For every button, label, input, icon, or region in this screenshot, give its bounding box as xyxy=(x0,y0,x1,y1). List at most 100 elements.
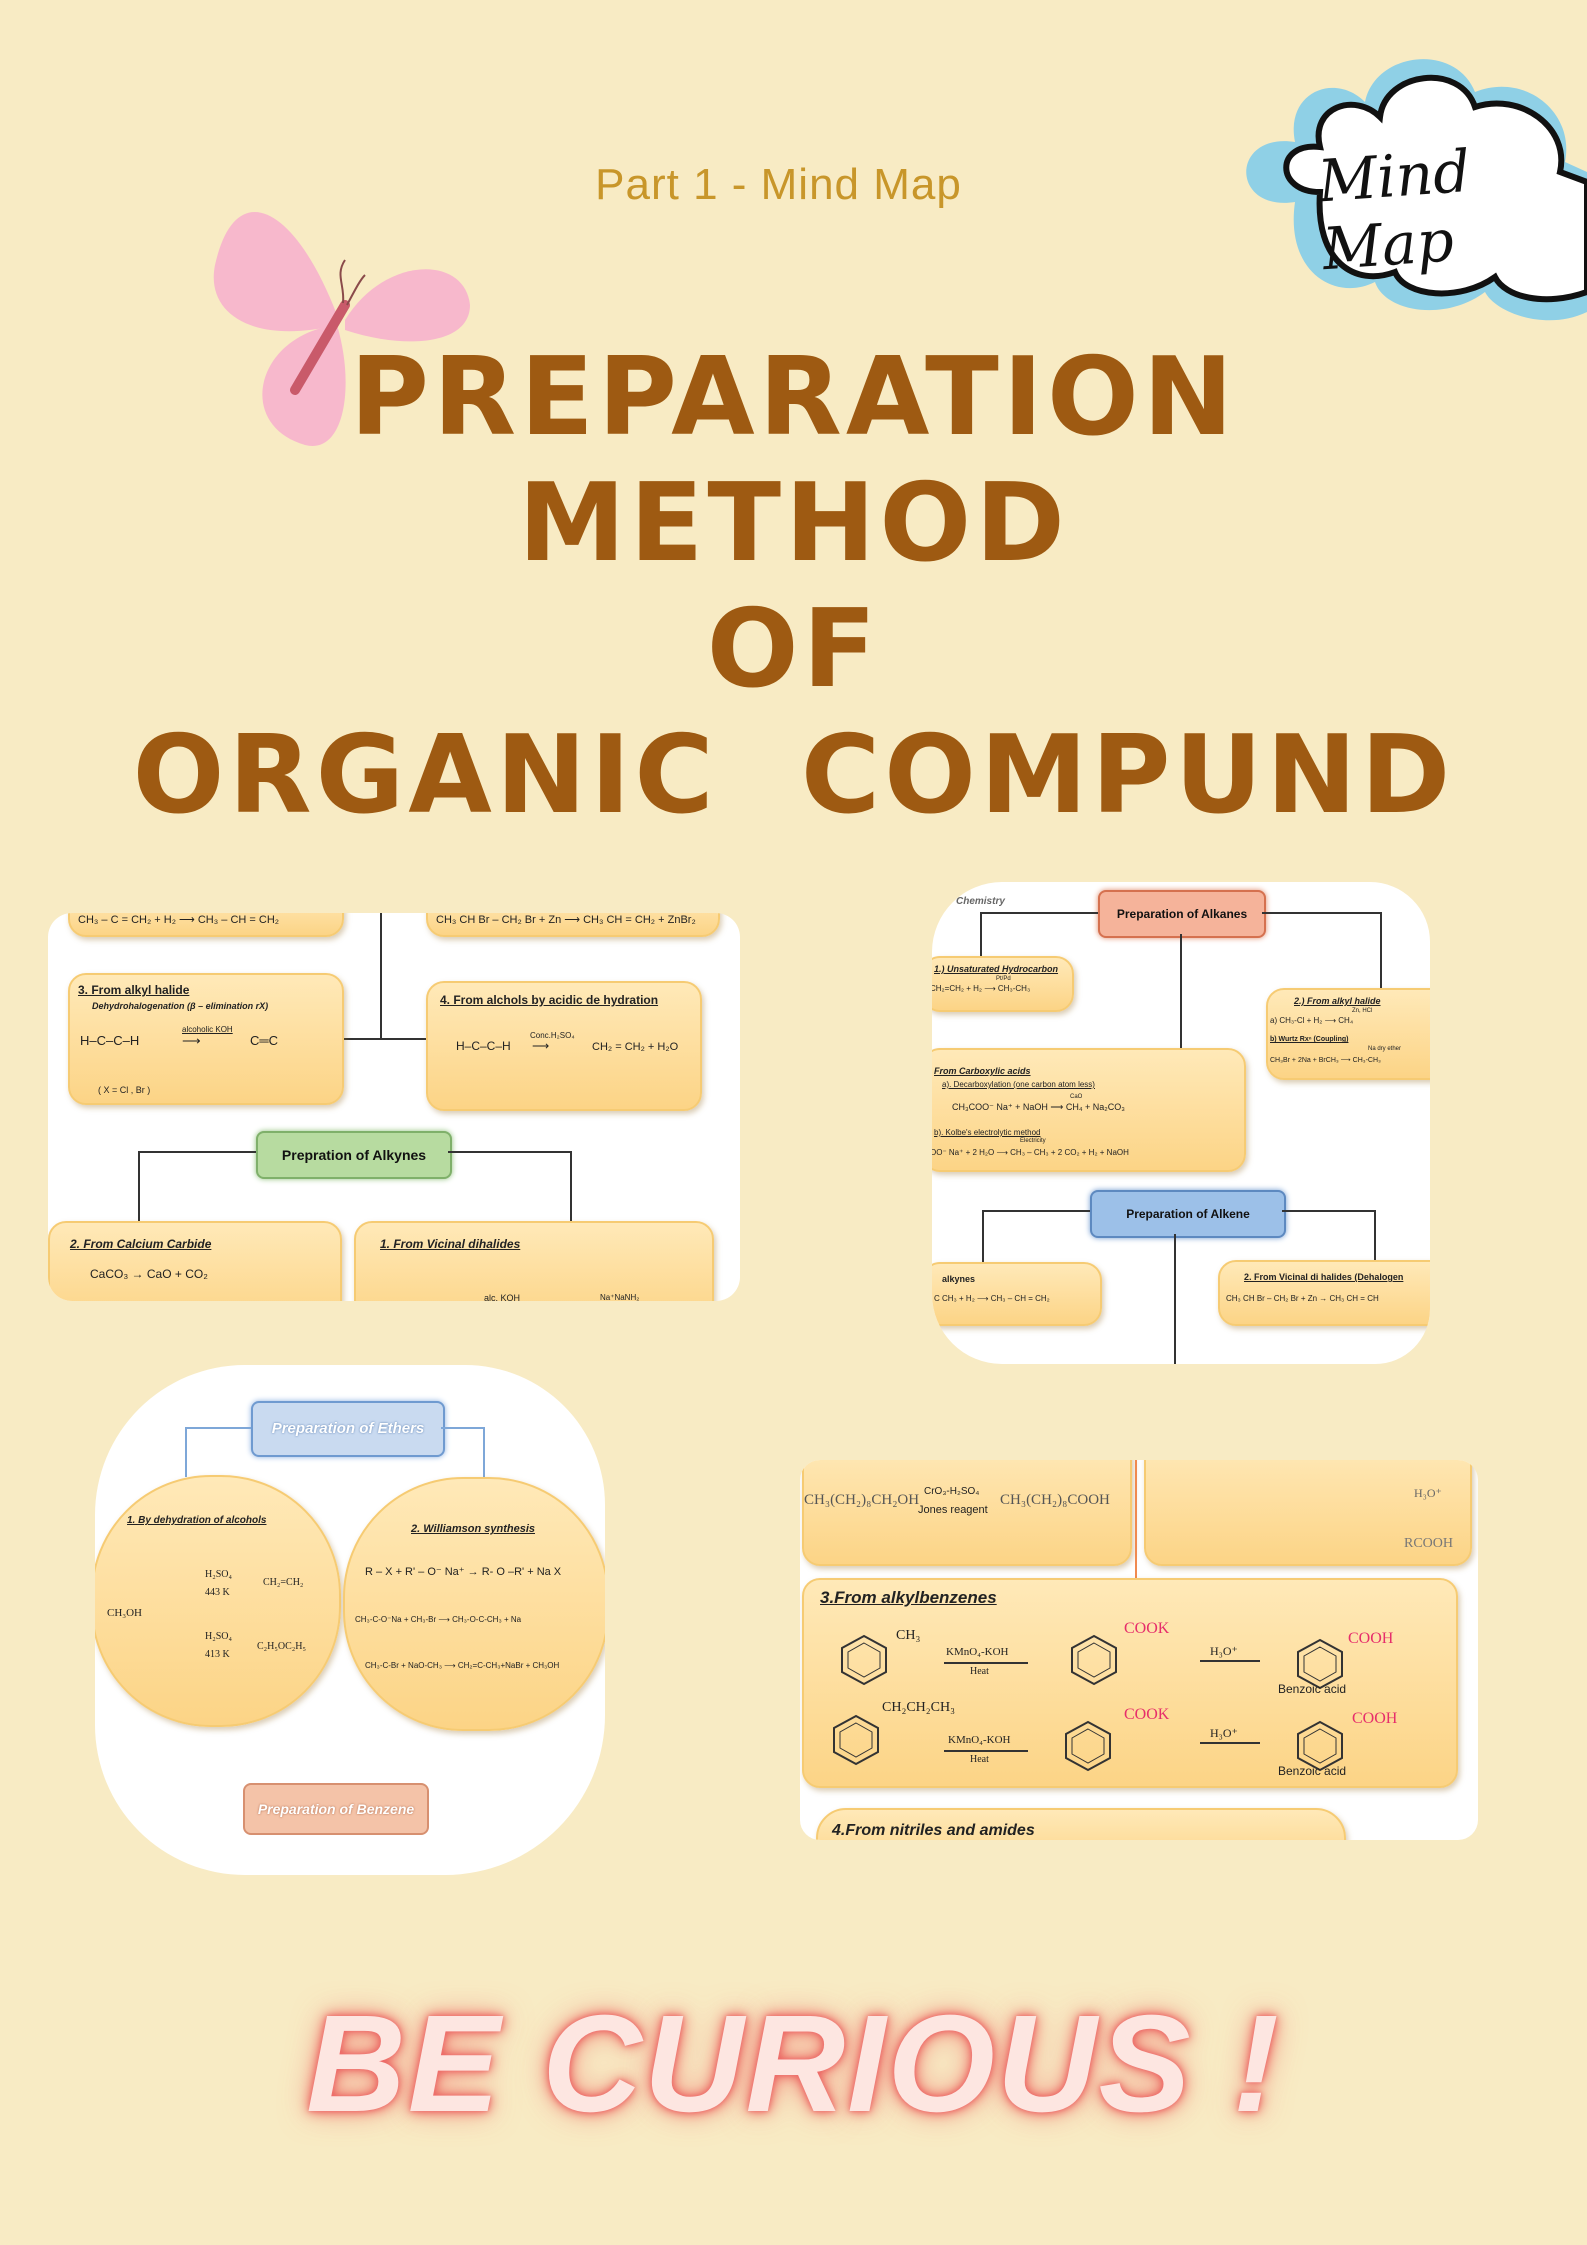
alkene-b4-title: alkynes xyxy=(942,1274,976,1284)
alkynes-box4-title: 4. From alchols by acidic de hydration xyxy=(440,993,659,1007)
ethers-b1-temp1: 443 K xyxy=(205,1587,230,1598)
ethers-box-1: 1. By dehydration of alcohols H₂SO₄ 443 … xyxy=(95,1475,341,1727)
alkene-box-2: 2. From Vicinal di halides (Dehalogen CH… xyxy=(1218,1260,1430,1326)
title-line-3: OF xyxy=(706,587,881,712)
acids-row1-name: Benzoic acid xyxy=(1278,1682,1347,1696)
acids-row2-reagent: KMnO₄-KOH xyxy=(948,1734,1011,1746)
alkanes-b2-title: 2.) From alkyl halide xyxy=(1294,996,1381,1006)
ethers-b1-temp2: 413 K xyxy=(205,1649,230,1660)
alkynes-top-left-eq: CH₃ – C = CH₂ + H₂ ⟶ CH₃ – CH = CH₂ xyxy=(78,914,280,926)
alkynes-top-right-eq: CH₃ CH Br – CH₂ Br + Zn ⟶ CH₃ CH = CH₂ +… xyxy=(436,914,696,926)
acids-box-3: 3.From alkylbenzenes CH₃ KMnO₄-KOH Heat … xyxy=(802,1578,1458,1788)
acids-box-4: 4.From nitriles and amides xyxy=(816,1808,1346,1840)
alkanes-box-3: From Carboxylic acids a). Decarboxylatio… xyxy=(932,1048,1246,1172)
acids-row1-mid: COOK xyxy=(1124,1620,1170,1637)
alkynes-box2-title: 2. From Calcium Carbide xyxy=(70,1237,212,1251)
ethers-b2-eq2: CH₃-C-O⁻Na + CH₃-Br ⟶ CH₃-O-C-CH₃ + Na xyxy=(355,1615,522,1624)
alkanes-box-2: 2.) From alkyl halide Zn, HCl a) CH₃-Cl … xyxy=(1266,988,1430,1080)
alkanes-corner: Chemistry xyxy=(956,896,1005,907)
ethers-b1-reactant: CH₃OH xyxy=(107,1607,143,1619)
alkanes-b3-eq2: OO⁻ Na⁺ + 2 H₂O ⟶ CH₃ – CH₃ + 2 CO₂ + H₂… xyxy=(932,1148,1129,1157)
propylbenzene-ring-icon xyxy=(833,1714,879,1766)
alkanes-b3-eq1: CH₃COO⁻ Na⁺ + NaOH ⟶ CH₄ + Na₂CO₃ xyxy=(952,1102,1125,1112)
alkynes-box2-eq: CaCO₃ → CaO + CO₂ xyxy=(90,1267,208,1281)
acids-row2-prod: COOH xyxy=(1352,1710,1398,1727)
ethers-card: Preparation of Ethers 1. By dehydration … xyxy=(95,1365,605,1875)
alkynes-box1-title: 1. From Vicinal dihalides xyxy=(380,1237,521,1251)
ethers-b1-prod1: CH₂=CH₂ xyxy=(263,1577,304,1588)
alkanes-b1-eq: CH₂=CH₂ + H₂ ⟶ CH₃-CH₃ xyxy=(932,984,1031,993)
ethers-heading: Preparation of Ethers xyxy=(251,1401,445,1457)
title-line-4: ORGANIC COMPUND xyxy=(132,713,1455,838)
alkanes-b3-cat1: CaO xyxy=(1070,1094,1083,1100)
potassium-benzoate-ring-icon-2 xyxy=(1065,1720,1111,1772)
title-line-1: PREPARATION xyxy=(349,335,1238,460)
acids-row1-prod: COOH xyxy=(1348,1630,1394,1647)
acids-row2-cond: H₃O⁺ xyxy=(1210,1726,1238,1740)
acids-card: CH₃(CH₂)₈CH₂OH CrO₃-H₂SO₄ Jones reagent … xyxy=(800,1460,1478,1840)
acids-row1-sub: CH₃ xyxy=(896,1628,921,1643)
alkynes-heading: Prepration of Alkynes xyxy=(256,1131,452,1179)
title-line-2: METHOD xyxy=(518,461,1069,586)
alkanes-b2-cat: Zn, HCl xyxy=(1352,1008,1373,1014)
alkynes-box1-reagent: alc. KOH xyxy=(484,1293,521,1301)
ethers-box-2: 2. Williamson synthesis R – X + R' – O⁻ … xyxy=(343,1477,605,1731)
ethers-b1-cond1: H₂SO₄ xyxy=(205,1569,232,1580)
acids-row1-heat: Heat xyxy=(970,1666,989,1677)
acids-top-reagent2: Jones reagent xyxy=(918,1504,988,1516)
subtitle: Part 1 - Mind Map xyxy=(595,160,962,209)
alkynes-box1-reagent2: Na⁺NaNH₂ xyxy=(600,1293,640,1301)
acids-top-prod: CH₃(CH₂)₈COOH xyxy=(1000,1492,1110,1508)
benzoic-acid-ring-icon xyxy=(1297,1638,1343,1690)
potassium-benzoate-ring-icon xyxy=(1071,1634,1117,1686)
alkanes-b2-a: a) CH₃-Cl + H₂ ⟶ CH₄ xyxy=(1270,1016,1354,1025)
cloud-icon xyxy=(1246,59,1587,321)
acids-row2-sub: CH₂CH₂CH₃ xyxy=(882,1700,955,1715)
alkanes-b3-cat2: Electricity xyxy=(1020,1138,1046,1144)
acids-top-right-cond: H₃O⁺ xyxy=(1414,1486,1442,1500)
ethers-b2-eq: R – X + R' – O⁻ Na⁺ → R- O –R' + Na X xyxy=(365,1566,562,1578)
alkanes-b1-title: 1.) Unsaturated Hydrocarbon xyxy=(934,964,1059,974)
acids-box4-title: 4.From nitriles and amides xyxy=(832,1822,1035,1839)
alkynes-card: CH₃ – C = CH₂ + H₂ ⟶ CH₃ – CH = CH₂ CH₃ … xyxy=(48,913,740,1301)
acids-row2-mid: COOK xyxy=(1124,1706,1170,1723)
alkanes-b1-cat: Pt/Pd xyxy=(996,976,1011,982)
alkynes-box-1: 1. From Vicinal dihalides alc. KOH Na⁺Na… xyxy=(354,1221,714,1301)
alkene-box-1: alkynes C CH₃ + H₂ ⟶ CH₃ – CH = CH₂ xyxy=(932,1262,1102,1326)
alkynes-box4-product: CH₂ = CH₂ + H₂O xyxy=(592,1041,679,1053)
acids-top-left-box: CH₃(CH₂)₈CH₂OH CrO₃-H₂SO₄ Jones reagent … xyxy=(802,1460,1132,1566)
ethers-b1-title: 1. By dehydration of alcohols xyxy=(127,1515,267,1526)
mind-map-badge: Mind Map xyxy=(1315,136,1473,284)
alkanes-card: Chemistry Preparation of Alkanes 1.) Uns… xyxy=(932,882,1430,1364)
alkynes-box3-note: ( X = Cl , Br ) xyxy=(98,1085,151,1095)
acids-row1-reagent: KMnO₄-KOH xyxy=(946,1646,1009,1658)
ethers-b2-title: 2. Williamson synthesis xyxy=(411,1523,535,1535)
toluene-ring-icon xyxy=(841,1634,887,1686)
slogan: BE CURIOUS ! xyxy=(306,1987,1281,2141)
alkene-b4-eq: C CH₃ + H₂ ⟶ CH₃ – CH = CH₂ xyxy=(934,1294,1050,1303)
alkanes-box-1: 1.) Unsaturated Hydrocarbon Pt/Pd CH₂=CH… xyxy=(932,956,1074,1012)
benzene-heading: Preparation of Benzene xyxy=(243,1783,429,1835)
acids-top-right-prod: RCOOH xyxy=(1404,1536,1454,1551)
acids-top-eq: CH₃(CH₂)₈CH₂OH xyxy=(804,1492,920,1508)
acids-top-reagent: CrO₃-H₂SO₄ xyxy=(924,1486,980,1497)
alkanes-b3-title: From Carboxylic acids xyxy=(934,1066,1031,1076)
alkynes-top-left-box: CH₃ – C = CH₂ + H₂ ⟶ CH₃ – CH = CH₂ xyxy=(68,913,344,937)
alkynes-box-2: 2. From Calcium Carbide CaCO₃ → CaO + CO… xyxy=(48,1221,342,1301)
alkynes-box4-reagent: Conc.H₂SO₄ xyxy=(530,1031,575,1040)
alkene-heading: Preparation of Alkene xyxy=(1090,1190,1286,1238)
acids-box3-title: 3.From alkylbenzenes xyxy=(820,1588,997,1607)
alkynes-box3-sub: Dehydrohalogenation (β – elimination rX) xyxy=(92,1001,269,1011)
alkanes-b3-b: b). Kolbe's electrolytic method xyxy=(934,1128,1041,1137)
alkanes-b2-c: CH₃Br + 2Na + BrCH₃ ⟶ CH₃-CH₃ xyxy=(1270,1057,1381,1064)
alkynes-box3-reagent: alcoholic KOH xyxy=(182,1025,233,1034)
alkanes-b3-a: a). Decarboxylation (one carbon atom les… xyxy=(942,1080,1095,1089)
alkynes-top-right-box: CH₃ CH Br – CH₂ Br + Zn ⟶ CH₃ CH = CH₂ +… xyxy=(426,913,720,937)
alkynes-box-3: 3. From alkyl halide Dehydrohalogenation… xyxy=(68,973,344,1105)
alkene-b5-eq: CH₃ CH Br – CH₂ Br + Zn → CH₃ CH = CH xyxy=(1226,1294,1379,1303)
acids-row2-name: Benzoic acid xyxy=(1278,1764,1347,1778)
alkanes-b2-b: b) Wurtz Rxⁿ (Coupling) xyxy=(1270,1036,1349,1043)
alkynes-box-4: 4. From alchols by acidic de hydration H… xyxy=(426,981,702,1111)
ethers-b1-prod2: C₂H₅OC₂H₅ xyxy=(257,1641,306,1652)
page-title: PREPARATION METHOD OF ORGANIC COMPUND xyxy=(0,335,1587,839)
